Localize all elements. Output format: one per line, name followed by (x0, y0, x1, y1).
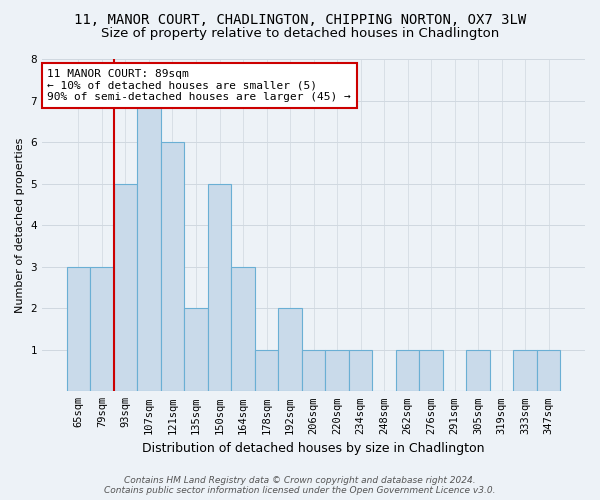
Bar (137, 100, 161, 392)
Bar (537, 350, 560, 392)
Bar (419, 350, 443, 392)
Bar (514, 350, 537, 392)
Bar (161, 142, 184, 392)
Y-axis label: Number of detached properties: Number of detached properties (15, 138, 25, 313)
Bar (325, 350, 349, 392)
Bar (278, 308, 302, 392)
Bar (466, 350, 490, 392)
Text: Size of property relative to detached houses in Chadlington: Size of property relative to detached ho… (101, 28, 499, 40)
X-axis label: Distribution of detached houses by size in Chadlington: Distribution of detached houses by size … (142, 442, 485, 455)
Bar (67, 266, 90, 392)
Text: 11, MANOR COURT, CHADLINGTON, CHIPPING NORTON, OX7 3LW: 11, MANOR COURT, CHADLINGTON, CHIPPING N… (74, 12, 526, 26)
Bar (90, 266, 114, 392)
Bar (396, 350, 419, 392)
Text: 11 MANOR COURT: 89sqm
← 10% of detached houses are smaller (5)
90% of semi-detac: 11 MANOR COURT: 89sqm ← 10% of detached … (47, 69, 351, 102)
Bar (302, 350, 325, 392)
Text: Contains HM Land Registry data © Crown copyright and database right 2024.
Contai: Contains HM Land Registry data © Crown c… (104, 476, 496, 495)
Bar (255, 350, 278, 392)
Bar (208, 184, 231, 392)
Bar (114, 184, 137, 392)
Bar (231, 266, 255, 392)
Bar (184, 308, 208, 392)
Bar (349, 350, 372, 392)
